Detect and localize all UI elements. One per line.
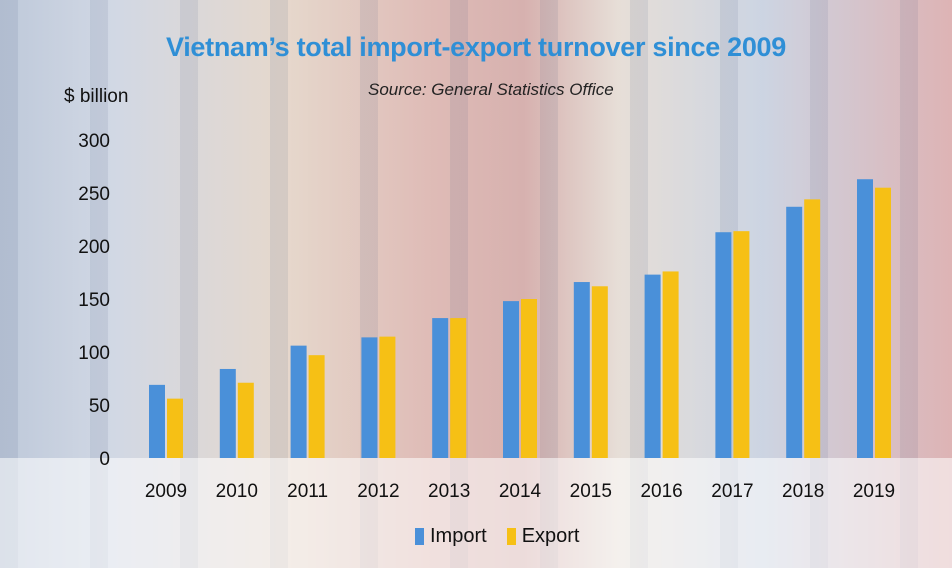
legend-swatch-export [506,527,516,545]
bar-export [804,199,821,459]
bar-export [167,398,183,458]
chart-title: Vietnam’s total import-export turnover s… [166,32,786,62]
x-tick-label: 2014 [499,481,542,502]
y-tick-label: 200 [78,237,110,258]
x-tick-label: 2019 [853,481,895,502]
bar-export [450,318,467,458]
x-tick-label: 2011 [287,481,328,502]
background-band [0,458,952,568]
x-tick-label: 2015 [570,481,612,502]
y-tick-label: 0 [99,449,110,470]
x-tick-label: 2016 [640,481,682,502]
bar-export [521,299,537,458]
bar-export [308,355,325,458]
x-tick-label: 2017 [711,481,753,502]
bar-import [857,179,873,458]
bar-import [290,345,307,458]
x-tick-label: 2010 [216,481,258,502]
legend-item-import: Import [415,525,487,548]
bar-import [361,337,378,458]
bar-export [733,231,750,458]
y-axis-unit-label: $ billion [64,86,129,107]
bar-import [573,282,590,458]
bar-import [432,318,449,458]
bar-import [644,274,661,458]
x-tick-label: 2012 [357,481,399,502]
x-tick-label: 2013 [428,481,470,502]
legend-label-export: Export [521,524,580,547]
bar-export [379,336,396,458]
bar-export [875,187,891,458]
bar-import [503,301,519,458]
bar-import [715,232,732,458]
legend-label-import: Import [430,524,487,547]
x-tick-label: 2009 [145,481,187,502]
bar-import [786,206,803,458]
legend-swatch-import [415,527,424,545]
bar-export [662,271,679,458]
bar-import [219,368,236,458]
y-tick-label: 50 [89,396,110,417]
x-tick-label: 2018 [782,481,824,502]
bar-import [149,384,165,458]
y-tick-label: 250 [78,184,110,205]
legend: Import Export [415,521,600,551]
legend-item-export: Export [506,524,580,548]
bar-export [591,286,608,458]
bar-export [237,382,254,458]
chart-subtitle: Source: General Statistics Office [368,80,614,99]
y-tick-label: 300 [78,131,110,152]
y-tick-label: 150 [78,290,110,311]
y-tick-label: 100 [78,343,110,364]
